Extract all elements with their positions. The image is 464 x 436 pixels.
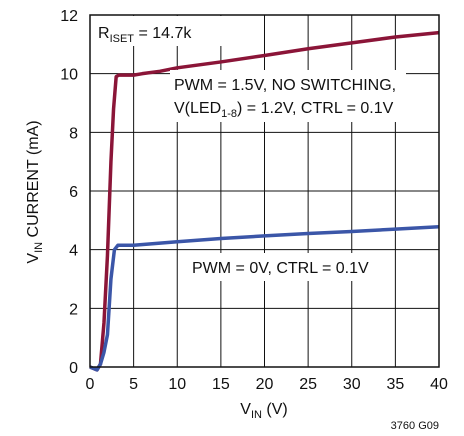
x-tick-label: 10 <box>168 376 186 393</box>
x-tick-label: 20 <box>256 376 274 393</box>
y-tick-label: 6 <box>69 184 78 201</box>
grid <box>89 14 440 368</box>
x-tick-labels: 0 5 10 15 20 25 30 35 40 <box>86 376 448 393</box>
upper-annotation-line2: V(LED1-8) = 1.2V, CTRL = 0.1V <box>174 100 394 120</box>
x-axis-title: VIN (V) <box>240 401 287 421</box>
lower-annotation: PWM = 0V, CTRL = 0.1V <box>192 260 369 277</box>
y-tick-labels: 0 2 4 6 8 10 12 <box>60 8 78 377</box>
x-tick-label: 25 <box>299 376 317 393</box>
figure-id: 3760 G09 <box>391 420 439 432</box>
series-line-2 <box>89 225 440 372</box>
lower-label-bg <box>186 253 382 281</box>
riset-label: RISET = 14.7k <box>98 25 192 45</box>
y-tick-label: 10 <box>60 67 78 84</box>
y-tick-label: 0 <box>69 360 78 377</box>
upper-label-bg <box>170 70 406 122</box>
x-tick-label: 5 <box>129 376 138 393</box>
series-line-1 <box>89 30 440 372</box>
y-tick-label: 12 <box>60 8 78 25</box>
y-tick-label: 4 <box>69 243 78 260</box>
y-axis-title: VIN CURRENT (mA) <box>25 120 45 263</box>
y-tick-label: 8 <box>69 125 78 142</box>
x-tick-label: 15 <box>212 376 230 393</box>
upper-annotation-line1: PWM = 1.5V, NO SWITCHING, <box>174 77 396 94</box>
series-layer <box>89 30 440 372</box>
x-tick-label: 0 <box>86 376 95 393</box>
plot-frame <box>89 14 440 368</box>
x-tick-label: 40 <box>430 376 448 393</box>
x-tick-label: 35 <box>386 376 404 393</box>
y-tick-label: 2 <box>69 301 78 318</box>
x-tick-label: 30 <box>343 376 361 393</box>
riset-label-bg <box>94 16 234 46</box>
